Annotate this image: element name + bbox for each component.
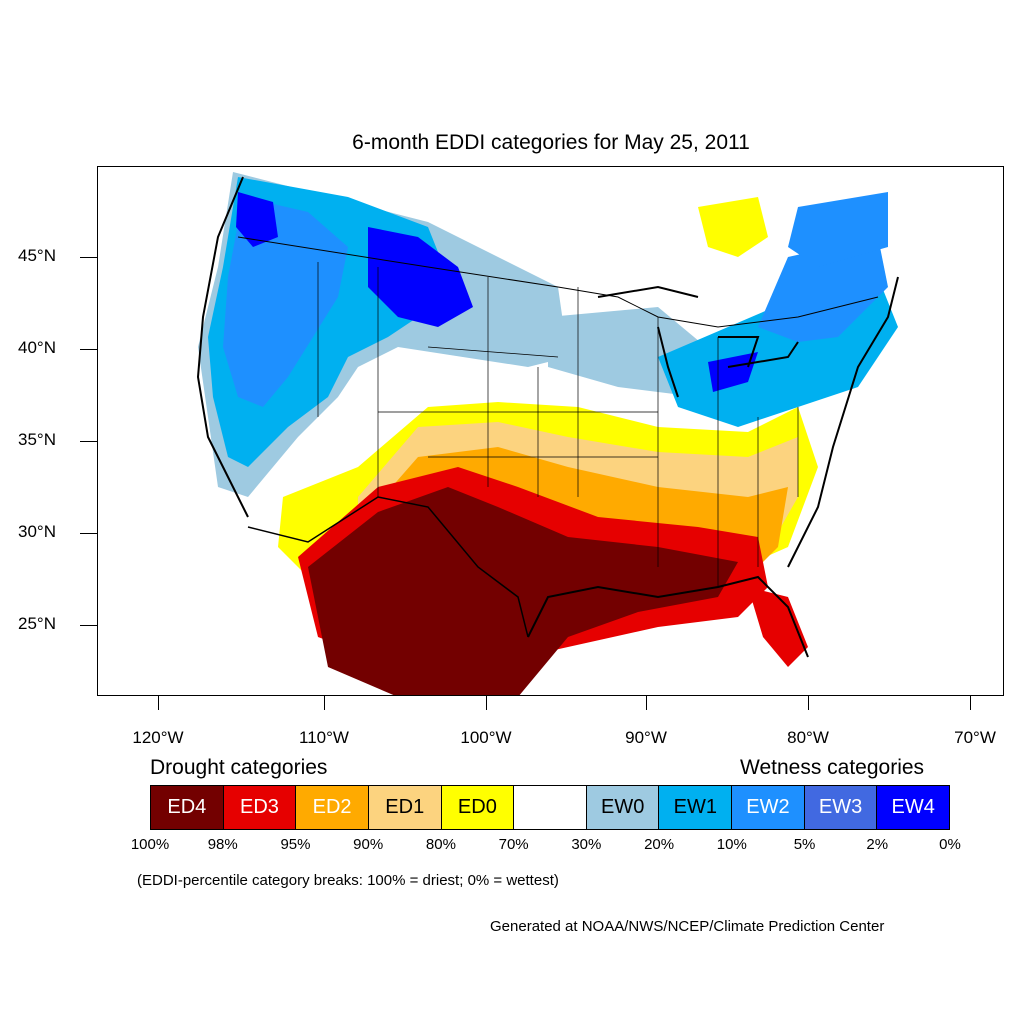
gulf-coastline <box>527 575 809 658</box>
legend-break-label: 90% <box>353 836 384 853</box>
pacific-coastline <box>196 176 249 518</box>
lat-tick-35 <box>80 441 97 442</box>
legend-box-ed4: ED4 <box>151 786 224 829</box>
wet-region-montana-ew4 <box>368 227 473 327</box>
lat-label-40: 40°N <box>18 338 56 357</box>
legend-break-label: 98% <box>207 836 238 853</box>
legend-box-ew0: EW0 <box>586 786 660 829</box>
lon-tick-70 <box>970 696 971 710</box>
legend-break-label: 20% <box>644 836 675 853</box>
lon-label-80: 80°W <box>787 728 829 747</box>
lon-tick-120 <box>158 696 159 710</box>
legend-box-neutral <box>514 786 587 829</box>
atlantic-coastline <box>787 276 899 568</box>
dry-region-northwoods <box>698 197 768 257</box>
lat-tick-40 <box>80 349 97 350</box>
lon-tick-100 <box>486 696 487 710</box>
lon-tick-90 <box>646 696 647 710</box>
wet-region-quebec <box>788 192 888 267</box>
lon-label-100: 100°W <box>460 728 512 747</box>
wet-region-erie-ew4 <box>708 352 758 392</box>
dry-region-ed4 <box>308 487 738 695</box>
lon-tick-80 <box>808 696 809 710</box>
legend-break-label: 100% <box>130 836 170 853</box>
lat-tick-25 <box>80 625 97 626</box>
lon-tick-110 <box>324 696 325 710</box>
dry-region-florida <box>748 587 808 667</box>
category-legend: ED4 ED3 ED2 ED1 ED0 EW0 EW1 EW2 EW3 EW4 <box>150 785 950 830</box>
legend-break-label: 10% <box>716 836 747 853</box>
legend-box-ew4: EW4 <box>877 786 950 829</box>
lat-label-25: 25°N <box>18 614 56 633</box>
credit-line: Generated at NOAA/NWS/NCEP/Climate Predi… <box>490 918 885 935</box>
legend-break-label: 95% <box>280 836 311 853</box>
lon-label-120: 120°W <box>132 728 184 747</box>
lon-label-70: 70°W <box>954 728 996 747</box>
lon-label-110: 110°W <box>299 728 349 747</box>
wet-region-northeast-ew2 <box>758 237 888 342</box>
state-lines <box>317 262 799 587</box>
wet-region-wa-ew4 <box>236 192 278 247</box>
legend-break-label: 80% <box>425 836 456 853</box>
legend-box-ed2: ED2 <box>296 786 369 829</box>
legend-break-label: 30% <box>571 836 602 853</box>
legend-box-ew3: EW3 <box>804 786 878 829</box>
category-note: (EDDI-percentile category breaks: 100% =… <box>137 872 559 889</box>
eddi-map <box>97 166 1004 696</box>
legend-box-ew2: EW2 <box>732 786 805 829</box>
eddi-map-canvas <box>196 172 899 695</box>
lat-label-45: 45°N <box>18 246 56 265</box>
lat-tick-45 <box>80 257 97 258</box>
lat-label-35: 35°N <box>18 430 56 449</box>
legend-break-label: 2% <box>866 836 889 853</box>
legend-break-label: 5% <box>793 836 816 853</box>
great-lakes <box>597 285 799 398</box>
drought-categories-heading: Drought categories <box>150 756 328 779</box>
legend-box-ed3: ED3 <box>223 786 297 829</box>
lon-label-90: 90°W <box>625 728 667 747</box>
legend-break-label: 0% <box>939 836 961 853</box>
legend-break-label: 70% <box>498 836 529 853</box>
lat-label-30: 30°N <box>18 522 56 541</box>
legend-box-ed1: ED1 <box>368 786 442 829</box>
legend-box-ew1: EW1 <box>659 786 733 829</box>
us-mexico-border <box>247 496 529 638</box>
lat-tick-30 <box>80 533 97 534</box>
wetness-categories-heading: Wetness categories <box>740 756 925 779</box>
us-canada-border <box>237 236 879 328</box>
map-title: 6-month EDDI categories for May 25, 2011 <box>352 131 750 154</box>
legend-box-ed0: ED0 <box>441 786 515 829</box>
